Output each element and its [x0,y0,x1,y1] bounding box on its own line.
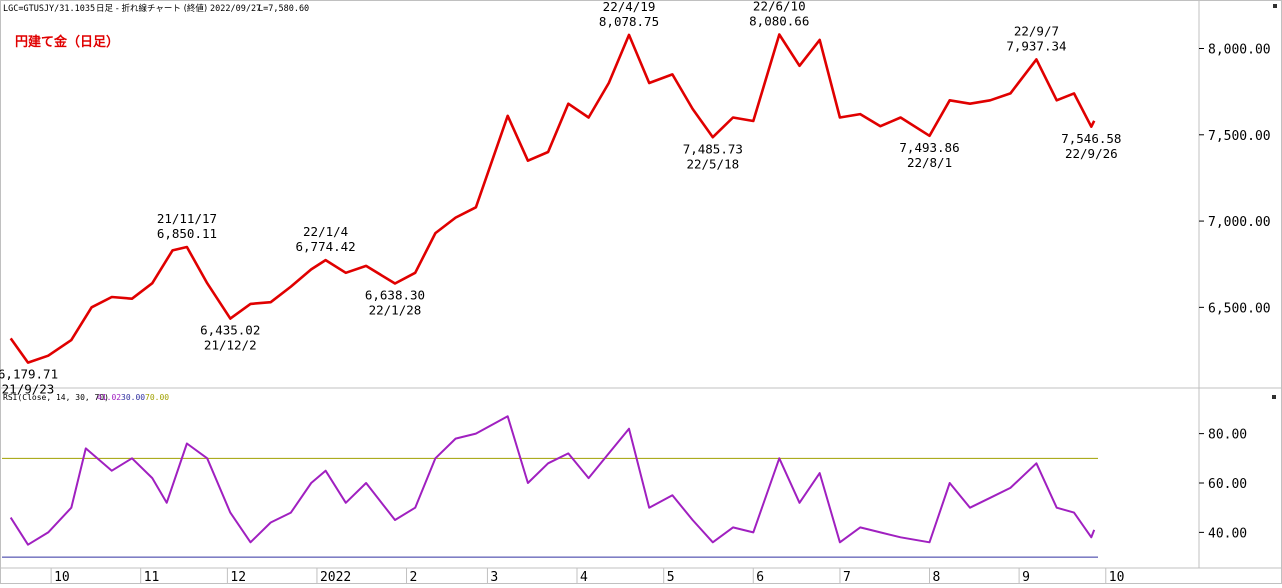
time-axis-label: 4 [580,570,588,584]
annotation-value: 6,850.11 [157,226,217,241]
time-axis-label: 11 [144,570,160,584]
rsi-axis: 40.00 60.00 80.00 [1199,428,1247,541]
annotation-value: 6,435.02 [200,323,260,338]
rsi-series [9,415,1096,546]
rsi-legend-name: RSI(Close, 14, 30, 70) [3,393,109,402]
annotation-date: 21/9/23 [2,382,55,397]
price-panel-button[interactable] [1273,4,1277,8]
annotation-date: 22/9/7 [1014,23,1059,38]
annotation-value: 6,774.42 [296,239,356,254]
header-last: L=7,580.60 [258,4,309,14]
time-axis-label: 8 [933,570,941,584]
annotation-date: 21/12/2 [204,338,257,353]
annotation-value: 7,493.86 [899,140,959,155]
rsi-panel-button[interactable] [1272,395,1276,399]
time-axis: 10 11 12 2022 2 3 4 5 6 7 8 9 10 [50,568,1125,585]
rsi-levels [2,457,1098,558]
time-axis-label: 9 [1022,570,1030,584]
annotation-date: 22/1/28 [369,302,422,317]
annotation-date: 22/4/19 [603,0,656,14]
time-axis-label: 10 [1109,570,1125,584]
annotation-date: 22/9/26 [1065,146,1118,161]
time-axis-label: 5 [667,570,675,584]
time-axis-label: 7 [843,570,851,584]
time-axis-label: 2022 [320,570,351,584]
rsi-axis-label: 60.00 [1208,477,1247,492]
price-axis-label: 7,000.00 [1208,215,1271,230]
header-description: 日足 - 折れ線チャート (終値) [96,3,207,14]
annotation-date: 21/11/17 [157,211,217,226]
time-axis-label: 12 [230,570,246,584]
annotation-value: 8,078.75 [599,14,659,29]
price-annotations: 6,179.7121/9/2321/11/176,850.116,435.022… [0,0,1121,397]
time-axis-label: 6 [756,570,764,584]
price-axis: 6,500.00 7,000.00 7,500.00 8,000.00 [1199,43,1271,316]
time-axis-label: 3 [490,570,498,584]
annotation-value: 6,179.71 [0,367,58,382]
time-axis-label: 10 [54,570,70,584]
header-symbol: LGC=GTUSJY/31.1035 [3,4,95,14]
time-axis-label: 2 [410,570,418,584]
rsi-line [9,415,1096,546]
price-axis-label: 8,000.00 [1208,43,1271,58]
chart-title: 円建て金（日足） [15,34,119,50]
annotation-value: 6,638.30 [365,287,425,302]
price-series [9,33,1096,364]
price-axis-label: 7,500.00 [1208,129,1271,144]
rsi-legend-current: 41.02 [97,393,121,402]
annotation-value: 7,546.58 [1061,131,1121,146]
annotation-date: 22/6/10 [753,0,806,14]
rsi-legend-lower: 30.00 [121,393,145,402]
price-axis-label: 6,500.00 [1208,301,1271,316]
annotation-date: 22/8/1 [907,155,952,170]
annotation-value: 7,485.73 [683,141,743,156]
annotation-date: 22/1/4 [303,224,348,239]
annotation-value: 8,080.66 [749,14,809,29]
annotation-value: 7,937.34 [1006,38,1066,53]
price-line [9,33,1096,364]
rsi-legend-upper: 70.00 [145,393,169,402]
rsi-axis-label: 80.00 [1208,428,1247,443]
rsi-axis-label: 40.00 [1208,526,1247,541]
header-date: 2022/09/27 [210,4,261,14]
annotation-date: 22/5/18 [686,156,739,171]
